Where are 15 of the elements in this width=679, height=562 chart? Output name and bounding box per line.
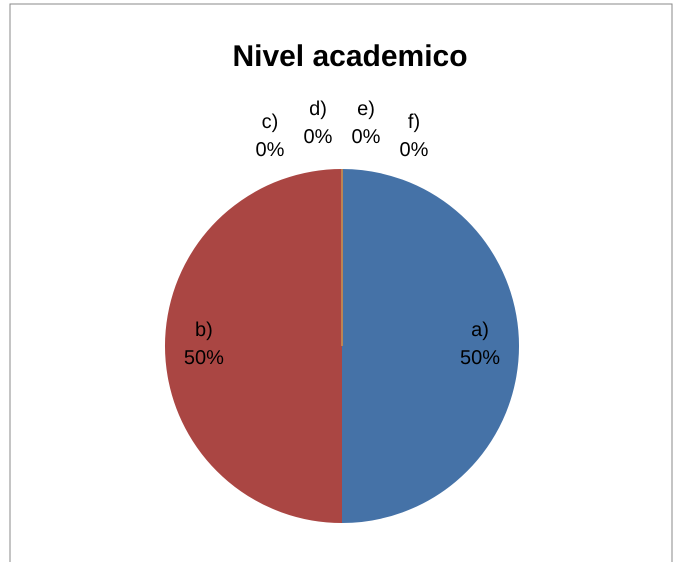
- category-label: c): [262, 111, 278, 133]
- pie-slice: [165, 169, 342, 523]
- text: 0%: [304, 126, 332, 148]
- category-label: d): [309, 98, 327, 120]
- pie-slice: [342, 169, 519, 523]
- slice-label: b): [195, 319, 213, 341]
- chart-title: Nivel academico: [232, 40, 468, 73]
- text: 0%: [400, 139, 428, 161]
- text: 0%: [352, 126, 380, 148]
- data-label: 50%: [184, 347, 224, 369]
- data-label: 50%: [460, 347, 500, 369]
- category-label: f): [408, 111, 420, 133]
- text: 0%: [256, 139, 284, 161]
- category-label: e): [357, 98, 375, 120]
- slice-label: a): [471, 319, 489, 341]
